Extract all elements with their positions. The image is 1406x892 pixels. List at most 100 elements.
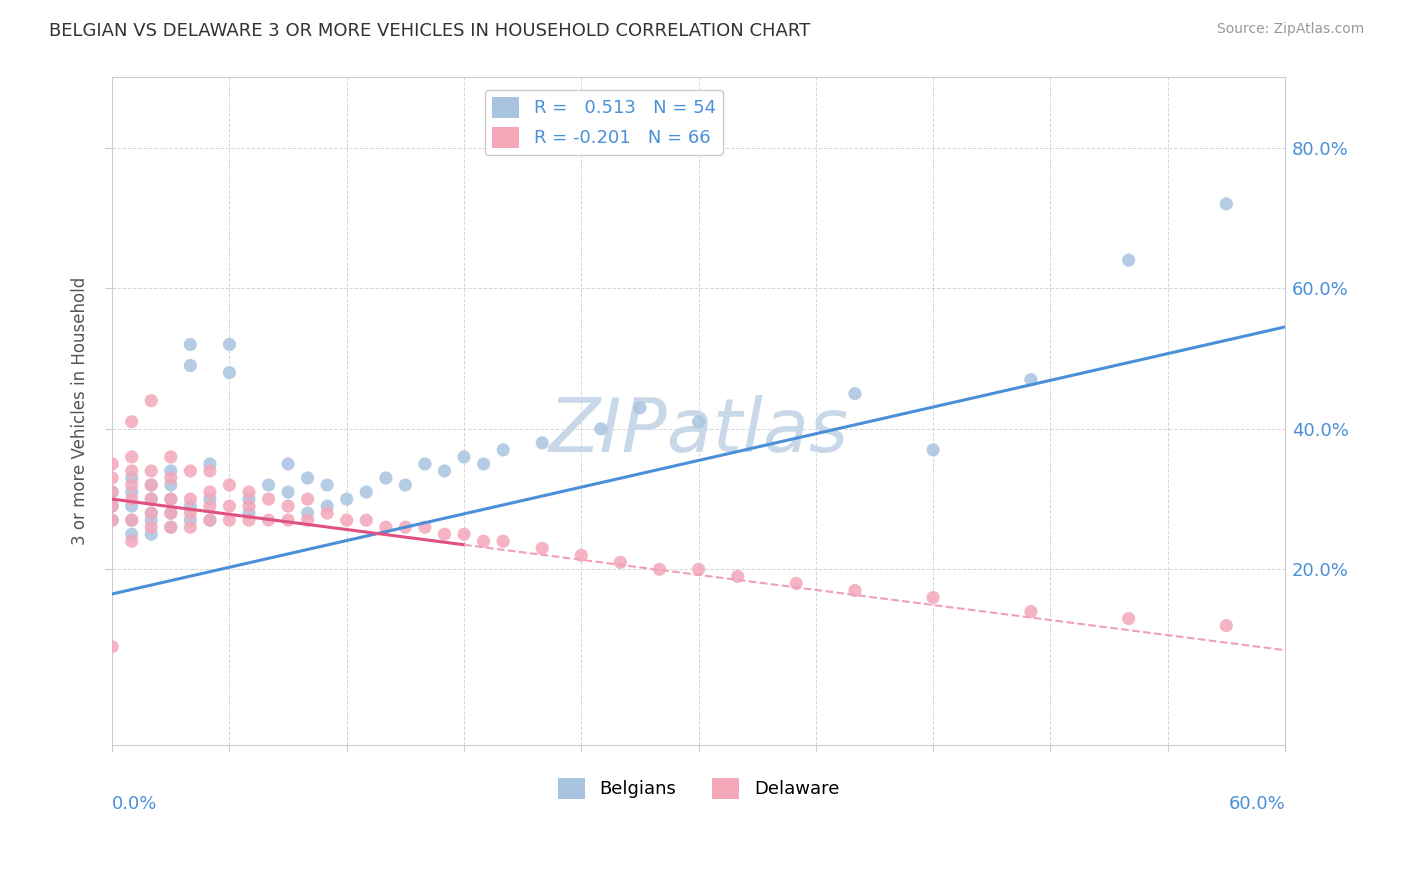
Point (218, 499, 240, 513)
Point (121, 513, 143, 527)
Point (238, 513, 260, 527)
Point (159, 520, 181, 534)
Point (238, 492, 260, 507)
Point (141, 393, 163, 408)
Point (569, 549, 592, 563)
Point (1019, 373, 1042, 387)
Point (688, 562, 710, 576)
Point (141, 527, 163, 541)
Point (238, 499, 260, 513)
Point (1118, 611, 1140, 625)
Point (413, 520, 436, 534)
Point (922, 591, 945, 605)
Point (141, 513, 163, 527)
Point (1215, 618, 1237, 632)
Point (316, 506, 339, 520)
Point (101, 513, 124, 527)
Point (179, 337, 201, 351)
Point (101, 499, 124, 513)
Point (316, 499, 339, 513)
Text: ZIPatlas: ZIPatlas (548, 395, 849, 467)
Point (101, 485, 124, 500)
Point (785, 576, 807, 591)
Point (316, 478, 339, 492)
Point (179, 492, 201, 507)
Point (648, 562, 671, 576)
Point (141, 478, 163, 492)
Point (844, 386, 866, 401)
Point (179, 359, 201, 373)
Point (121, 471, 143, 485)
Point (609, 555, 631, 569)
Point (238, 506, 260, 520)
Point (159, 520, 181, 534)
Point (277, 457, 299, 471)
Point (1118, 253, 1140, 268)
Point (628, 401, 651, 415)
Point (218, 366, 240, 380)
Point (277, 485, 299, 500)
Point (121, 513, 143, 527)
Point (297, 513, 319, 527)
Point (121, 464, 143, 478)
Point (356, 513, 378, 527)
Point (198, 457, 221, 471)
Legend: R =   0.513   N = 54, R = -0.201   N = 66: R = 0.513 N = 54, R = -0.201 N = 66 (485, 90, 723, 155)
Point (159, 506, 181, 520)
Point (453, 450, 475, 464)
Point (121, 485, 143, 500)
Point (179, 499, 201, 513)
Point (492, 534, 515, 549)
Point (179, 506, 201, 520)
Point (198, 485, 221, 500)
Point (238, 485, 260, 500)
Point (257, 478, 280, 492)
Point (492, 442, 515, 457)
Point (159, 471, 181, 485)
Point (141, 506, 163, 520)
Point (159, 464, 181, 478)
Point (727, 569, 749, 583)
Point (374, 520, 396, 534)
Point (297, 506, 319, 520)
Point (121, 527, 143, 541)
Point (218, 337, 240, 351)
Point (101, 457, 124, 471)
Point (179, 513, 201, 527)
Text: 0.0%: 0.0% (112, 795, 157, 814)
Point (101, 513, 124, 527)
Point (121, 534, 143, 549)
Point (121, 492, 143, 507)
Point (141, 520, 163, 534)
Point (101, 499, 124, 513)
Point (336, 492, 359, 507)
Point (218, 478, 240, 492)
Point (356, 485, 378, 500)
Point (394, 520, 416, 534)
Point (121, 415, 143, 429)
Point (159, 478, 181, 492)
Point (101, 640, 124, 654)
Point (277, 513, 299, 527)
Point (257, 513, 280, 527)
Point (922, 442, 945, 457)
Point (394, 478, 416, 492)
Point (257, 492, 280, 507)
Point (121, 478, 143, 492)
Point (472, 534, 495, 549)
Point (1215, 197, 1237, 211)
Point (336, 513, 359, 527)
Point (198, 513, 221, 527)
Text: Source: ZipAtlas.com: Source: ZipAtlas.com (1216, 22, 1364, 37)
Point (218, 513, 240, 527)
Point (1019, 605, 1042, 619)
Point (433, 464, 456, 478)
Point (297, 471, 319, 485)
Point (141, 492, 163, 507)
Text: 60.0%: 60.0% (1229, 795, 1285, 814)
Point (141, 464, 163, 478)
Point (531, 435, 554, 450)
Point (101, 485, 124, 500)
Point (141, 492, 163, 507)
Point (374, 471, 396, 485)
